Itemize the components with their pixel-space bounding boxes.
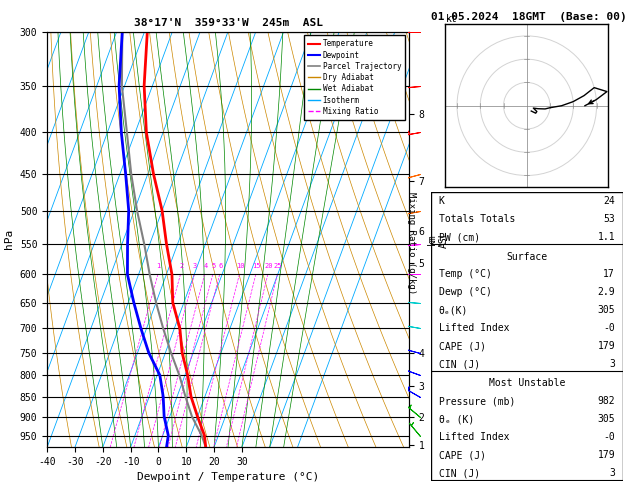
Text: 3: 3 [193,263,198,269]
Text: 6: 6 [218,263,223,269]
Text: 5: 5 [211,263,216,269]
Text: -0: -0 [603,432,615,442]
Text: 4: 4 [203,263,208,269]
Text: Pressure (mb): Pressure (mb) [438,397,515,406]
Text: Temp (°C): Temp (°C) [438,269,491,279]
Text: 2.9: 2.9 [598,287,615,297]
Text: CAPE (J): CAPE (J) [438,450,486,460]
Text: Totals Totals: Totals Totals [438,214,515,224]
X-axis label: Dewpoint / Temperature (°C): Dewpoint / Temperature (°C) [137,472,319,483]
Text: 17: 17 [603,269,615,279]
Text: 15: 15 [252,263,261,269]
Text: 179: 179 [598,450,615,460]
Text: PW (cm): PW (cm) [438,232,480,242]
Text: -0: -0 [603,323,615,333]
Text: θₑ(K): θₑ(K) [438,305,468,315]
Text: 3: 3 [609,468,615,478]
Text: 2: 2 [179,263,183,269]
Text: 25: 25 [274,263,282,269]
Text: 179: 179 [598,341,615,351]
Text: 305: 305 [598,415,615,424]
Text: CAPE (J): CAPE (J) [438,341,486,351]
Legend: Temperature, Dewpoint, Parcel Trajectory, Dry Adiabat, Wet Adiabat, Isotherm, Mi: Temperature, Dewpoint, Parcel Trajectory… [304,35,405,120]
Title: 38°17'N  359°33'W  245m  ASL: 38°17'N 359°33'W 245m ASL [133,18,323,28]
Text: Surface: Surface [506,252,547,261]
Text: 53: 53 [603,214,615,224]
Text: kt: kt [445,14,457,24]
Text: 20: 20 [264,263,273,269]
Text: Dewp (°C): Dewp (°C) [438,287,491,297]
Text: 3: 3 [609,359,615,369]
Text: 24: 24 [603,196,615,207]
Y-axis label: km
ASL: km ASL [427,230,449,248]
Text: Lifted Index: Lifted Index [438,432,509,442]
Text: K: K [438,196,445,207]
Text: 305: 305 [598,305,615,315]
Text: CIN (J): CIN (J) [438,468,480,478]
Text: 1.1: 1.1 [598,232,615,242]
Text: Most Unstable: Most Unstable [489,379,565,388]
Text: 10: 10 [236,263,244,269]
Text: θₑ (K): θₑ (K) [438,415,474,424]
Text: Mixing Ratio (g/kg): Mixing Ratio (g/kg) [408,192,416,294]
Text: CIN (J): CIN (J) [438,359,480,369]
Text: Lifted Index: Lifted Index [438,323,509,333]
Y-axis label: hPa: hPa [4,229,14,249]
Text: 1: 1 [157,263,161,269]
Text: 01.05.2024  18GMT  (Base: 00): 01.05.2024 18GMT (Base: 00) [431,12,626,22]
Text: 982: 982 [598,397,615,406]
